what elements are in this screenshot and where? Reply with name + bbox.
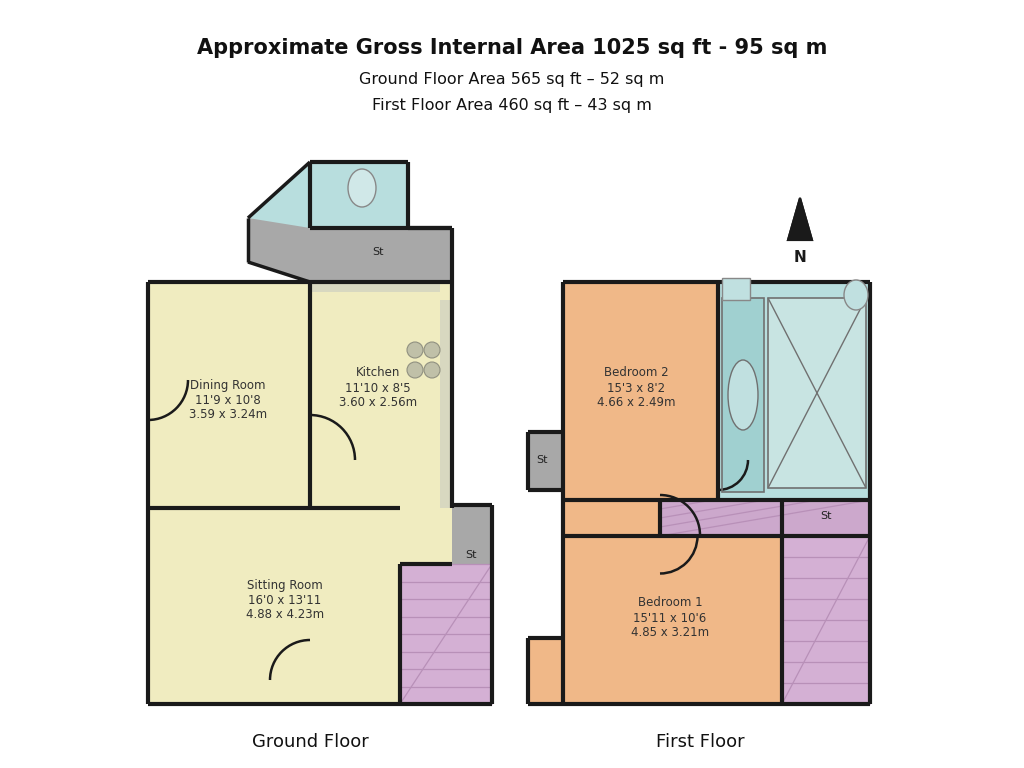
Bar bbox=[528, 432, 563, 490]
Text: Kitchen
11'10 x 8'5
3.60 x 2.56m: Kitchen 11'10 x 8'5 3.60 x 2.56m bbox=[339, 366, 417, 409]
Bar bbox=[148, 282, 310, 508]
Bar bbox=[310, 280, 440, 292]
Circle shape bbox=[407, 362, 423, 378]
Polygon shape bbox=[248, 218, 310, 282]
Bar bbox=[718, 282, 870, 500]
Text: Bedroom 1
15'11 x 10'6
4.85 x 3.21m: Bedroom 1 15'11 x 10'6 4.85 x 3.21m bbox=[631, 597, 709, 640]
Bar bbox=[452, 505, 492, 620]
Text: Approximate Gross Internal Area 1025 sq ft - 95 sq m: Approximate Gross Internal Area 1025 sq … bbox=[197, 38, 827, 58]
Text: N: N bbox=[794, 250, 806, 265]
Text: First Floor Area 460 sq ft – 43 sq m: First Floor Area 460 sq ft – 43 sq m bbox=[372, 98, 652, 113]
Bar bbox=[722, 298, 764, 492]
Circle shape bbox=[424, 342, 440, 358]
Ellipse shape bbox=[728, 360, 758, 430]
Bar bbox=[310, 228, 452, 282]
Text: St: St bbox=[820, 511, 831, 521]
Circle shape bbox=[424, 362, 440, 378]
Bar bbox=[563, 282, 718, 500]
Text: Sitting Room
16'0 x 13'11
4.88 x 4.23m: Sitting Room 16'0 x 13'11 4.88 x 4.23m bbox=[246, 578, 324, 621]
Bar bbox=[440, 300, 452, 508]
Bar bbox=[782, 536, 870, 704]
Bar bbox=[528, 638, 563, 704]
Text: St: St bbox=[537, 455, 548, 465]
Circle shape bbox=[407, 342, 423, 358]
Bar bbox=[722, 298, 764, 492]
Bar bbox=[310, 162, 408, 228]
Bar bbox=[768, 298, 866, 488]
Bar bbox=[660, 500, 870, 536]
Text: Dining Room
11'9 x 10'8
3.59 x 3.24m: Dining Room 11'9 x 10'8 3.59 x 3.24m bbox=[189, 379, 267, 422]
Text: First Floor: First Floor bbox=[655, 733, 744, 751]
Bar bbox=[563, 536, 782, 704]
Text: Bedroom 2
15'3 x 8'2
4.66 x 2.49m: Bedroom 2 15'3 x 8'2 4.66 x 2.49m bbox=[597, 366, 675, 409]
Text: St: St bbox=[373, 247, 384, 257]
Text: Ground Floor Area 565 sq ft – 52 sq m: Ground Floor Area 565 sq ft – 52 sq m bbox=[359, 72, 665, 87]
Polygon shape bbox=[788, 198, 812, 240]
Polygon shape bbox=[248, 162, 310, 228]
Text: Ground Floor: Ground Floor bbox=[252, 733, 369, 751]
Ellipse shape bbox=[348, 169, 376, 207]
Bar bbox=[768, 298, 866, 488]
Bar bbox=[722, 278, 750, 300]
Ellipse shape bbox=[844, 280, 868, 310]
Bar bbox=[563, 500, 660, 536]
Text: St: St bbox=[465, 550, 477, 560]
Bar bbox=[310, 282, 452, 508]
Bar bbox=[400, 564, 492, 704]
Bar bbox=[148, 508, 452, 704]
